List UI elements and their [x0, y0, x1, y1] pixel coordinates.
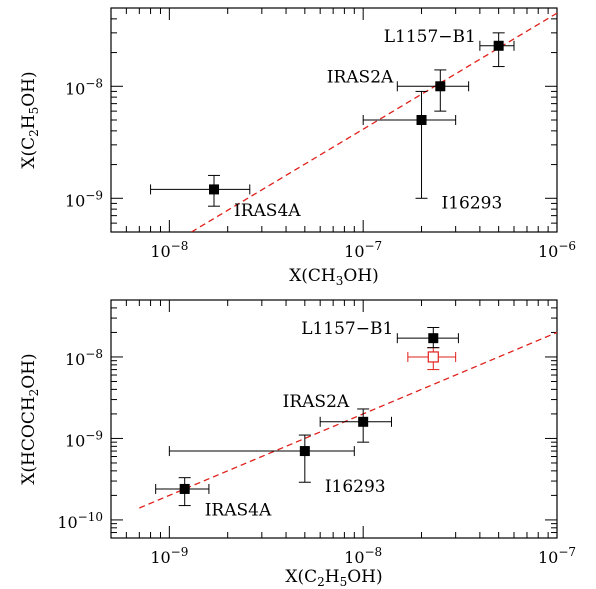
data-point	[416, 115, 427, 125]
plot-frame	[110, 299, 558, 539]
y-tick-label: 10−10	[57, 510, 103, 532]
y-axis-label: X(HCOCH2OH)	[19, 353, 41, 484]
data-point	[209, 184, 220, 195]
x-tick-label: 10−7	[538, 545, 576, 567]
x-tick-label: 10−8	[344, 545, 382, 567]
x-tick-label: 10−6	[538, 239, 576, 261]
data-point	[358, 416, 369, 427]
point-label: IRAS2A	[283, 392, 350, 412]
panel-bottom: 10−9 10−8 10−710−1010−910−8X(C2H5OH)X(HCOC…	[19, 299, 576, 589]
y-axis-label: X(C2H5OH)	[19, 71, 41, 168]
data-point	[493, 40, 504, 51]
point-label: L1157−B1	[301, 319, 393, 339]
point-label: I16293	[442, 193, 503, 213]
data-point	[179, 483, 190, 494]
y-tick-label: 10−8	[65, 347, 103, 369]
y-tick-label: 10−9	[65, 188, 103, 210]
x-axis-label: X(CH3OH)	[289, 266, 379, 288]
x-tick-label: 10−9	[150, 545, 188, 567]
point-label: L1157−B1	[384, 27, 476, 47]
y-tick-label: 10−9	[65, 428, 103, 450]
point-label: IRAS2A	[327, 67, 394, 87]
x-tick-label: 10−8	[150, 239, 188, 261]
fit-line	[139, 331, 557, 509]
x-tick-label: 10−7	[344, 239, 382, 261]
y-tick-label: 10−8	[65, 76, 103, 98]
data-point	[299, 446, 310, 457]
point-label: IRAS4A	[234, 201, 301, 221]
point-label: I16293	[325, 477, 386, 497]
open-data-point	[427, 351, 439, 363]
x-axis-label: X(C2H5OH)	[285, 567, 382, 589]
point-label: IRAS4A	[205, 501, 272, 521]
data-point	[428, 333, 439, 344]
panel-top: 10−8 10−7 10−6 10−9 10−8 X(CH3OH) X(C2H5OH) L11…	[19, 7, 576, 288]
data-point	[435, 81, 446, 92]
